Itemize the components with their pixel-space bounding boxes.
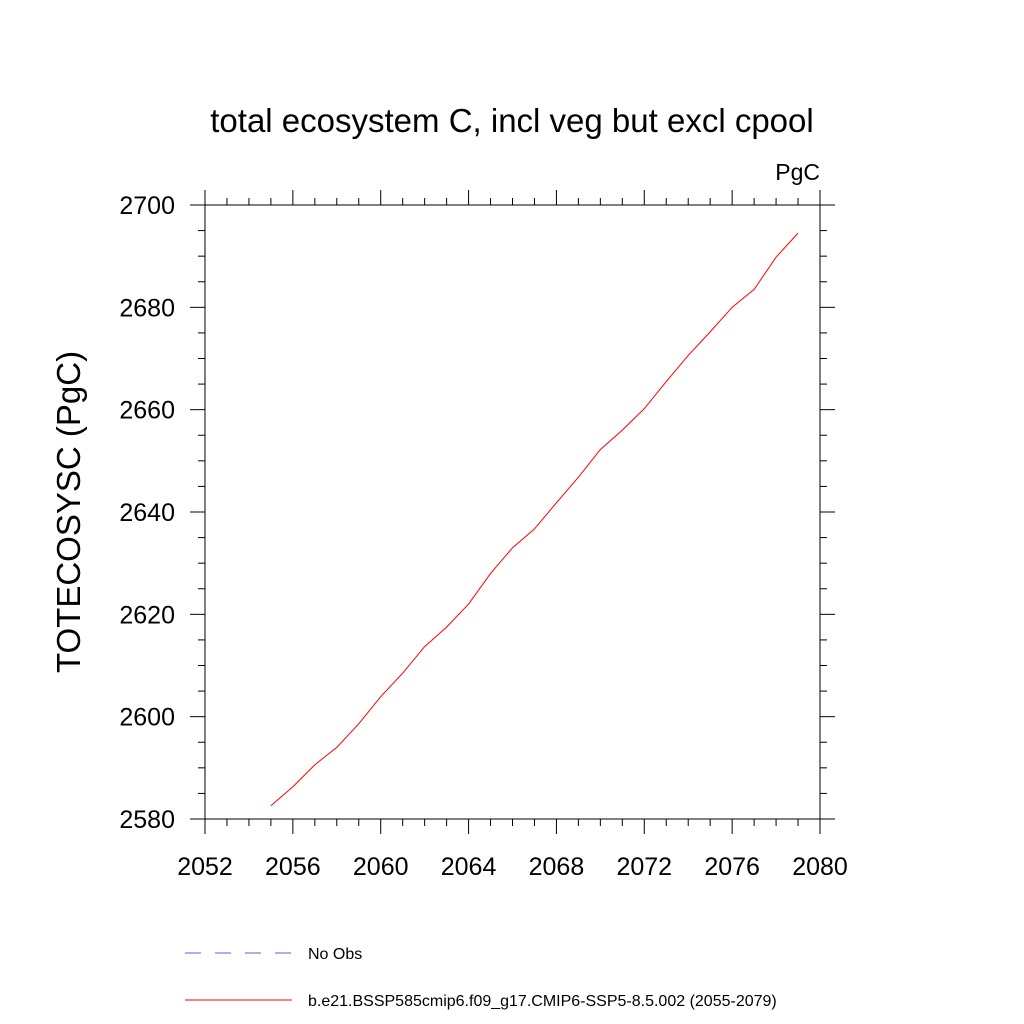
x-tick-label: 2056 [265,853,321,881]
y-tick-label: 2620 [119,601,175,629]
x-tick-label: 2068 [529,853,585,881]
legend-label: b.e21.BSSP585cmip6.f09_g17.CMIP6-SSP5-8.… [308,993,777,1010]
legend: No Obs b.e21.BSSP585cmip6.f09_g17.CMIP6-S… [185,946,777,1010]
x-tick-label: 2064 [441,853,497,881]
tick-labels: 2052 2056 2060 2064 2068 2072 2076 2080 2580 2600… [119,192,847,881]
units-label: PgC [775,159,820,185]
y-tick-label: 2680 [119,294,175,322]
x-tick-label: 2060 [353,853,409,881]
x-tick-label: 2080 [792,853,848,881]
chart-title: total ecosystem C, incl veg but excl cpo… [210,102,813,139]
series-line [270,232,799,807]
x-tick-label: 2072 [616,853,672,881]
x-tick-label: 2052 [177,853,233,881]
y-tick-label: 2660 [119,397,175,425]
series-layer [270,232,799,807]
tick-marks [190,190,835,834]
y-tick-label: 2700 [119,192,175,220]
y-tick-label: 2580 [119,806,175,834]
x-tick-label: 2076 [704,853,760,881]
y-axis-label: TOTECOSYSC (PgC) [50,351,87,673]
y-tick-label: 2640 [119,499,175,527]
legend-label: No Obs [308,946,362,963]
y-tick-label: 2600 [119,704,175,732]
plot-frame [204,204,821,820]
